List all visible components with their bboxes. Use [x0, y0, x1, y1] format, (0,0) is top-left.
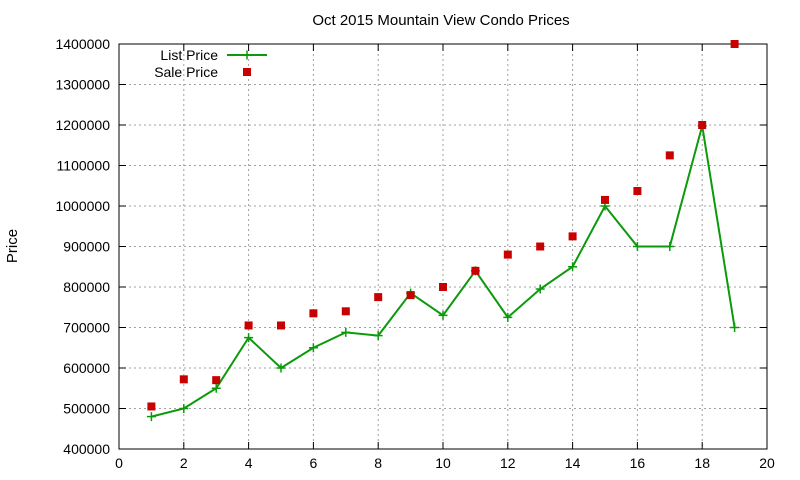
data-point: [179, 375, 188, 384]
data-point: [244, 321, 253, 330]
data-point: [698, 121, 707, 129]
data-point: [406, 291, 415, 300]
x-tick-label: 14: [565, 455, 581, 471]
y-tick-label: 800000: [63, 279, 110, 295]
data-point: [373, 331, 383, 341]
x-tick-label: 0: [115, 455, 123, 471]
data-point: [276, 363, 286, 373]
data-point: [212, 376, 221, 385]
data-point: [471, 266, 480, 275]
x-tick-label: 10: [435, 455, 451, 471]
y-tick-label: 1300000: [55, 77, 110, 93]
data-point: [146, 412, 156, 422]
legend-swatch-marker: [242, 50, 252, 60]
y-axis-label: Price: [4, 229, 21, 263]
y-tick-label: 900000: [63, 239, 110, 255]
data-point: [308, 343, 318, 353]
y-tick-label: 600000: [63, 360, 110, 376]
data-point: [568, 262, 578, 272]
data-point: [277, 321, 285, 330]
data-point: [730, 40, 739, 48]
data-point: [632, 242, 642, 251]
data-point: [568, 232, 577, 241]
legend-label: Sale Price: [154, 64, 218, 80]
x-tick-label: 16: [630, 455, 646, 471]
x-tick-label: 12: [500, 455, 516, 471]
data-point: [665, 151, 674, 160]
data-point: [211, 383, 221, 393]
x-tick-label: 6: [310, 455, 318, 471]
y-tick-label: 400000: [63, 441, 110, 457]
series-0: [146, 121, 740, 422]
y-tick-label: 1200000: [55, 117, 110, 133]
data-point: [374, 293, 383, 302]
x-tick-label: 18: [694, 455, 710, 471]
axis-ticks: 0 2 4 6 8 10 12 14 16 18 20 400000 500000 600000 70000…: [55, 36, 775, 471]
x-tick-label: 4: [245, 455, 253, 471]
x-tick-label: 2: [180, 455, 188, 471]
y-tick-label: 1100000: [57, 158, 111, 174]
data-point: [341, 307, 350, 316]
chart-title: Oct 2015 Mountain View Condo Prices: [312, 12, 569, 29]
data-point: [244, 333, 254, 343]
y-tick-label: 700000: [63, 320, 110, 336]
y-tick-label: 1400000: [55, 36, 110, 52]
data-point: [536, 242, 545, 251]
data-point: [179, 404, 189, 413]
data-point: [535, 284, 545, 294]
data-point: [439, 283, 447, 291]
data-point: [665, 242, 675, 251]
legend-label: List Price: [160, 47, 218, 63]
legend-swatch-marker: [243, 68, 251, 76]
data-point: [730, 323, 740, 332]
y-tick-label: 1000000: [55, 198, 110, 214]
x-tick-label: 20: [759, 455, 775, 471]
data-point: [147, 402, 156, 411]
series-layer: [146, 40, 740, 422]
data-point: [633, 187, 642, 196]
data-point: [503, 250, 512, 259]
data-point: [503, 312, 513, 322]
data-point: [601, 195, 609, 204]
x-tick-label: 8: [374, 455, 382, 471]
data-point: [341, 327, 351, 337]
y-tick-label: 500000: [63, 401, 110, 417]
data-point: [438, 310, 448, 320]
series-1: [147, 40, 739, 411]
data-point: [309, 309, 318, 318]
